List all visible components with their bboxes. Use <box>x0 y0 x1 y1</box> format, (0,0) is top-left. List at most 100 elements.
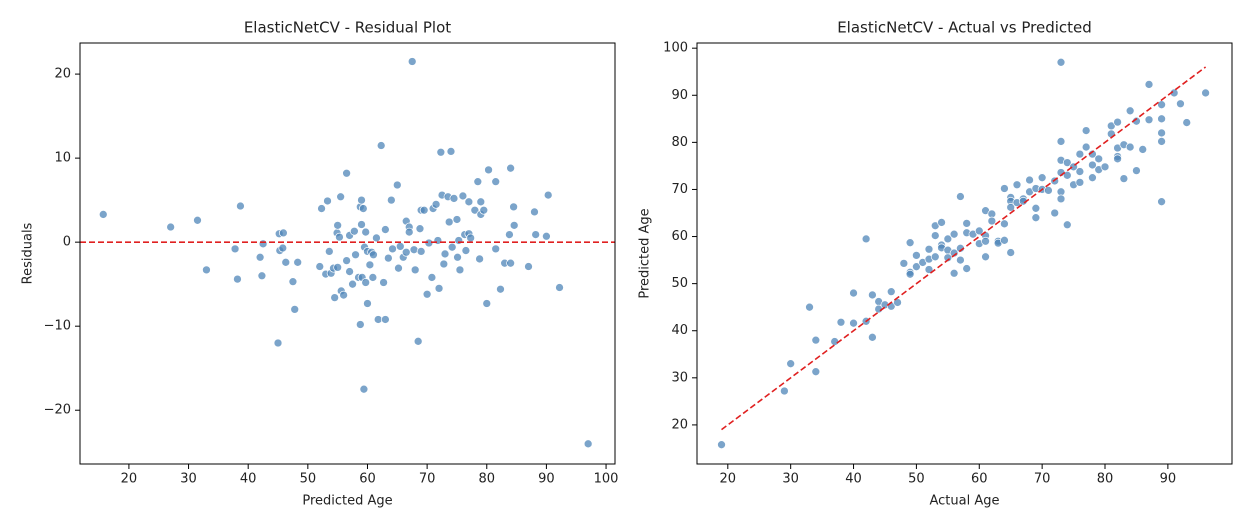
point <box>439 259 449 269</box>
point <box>361 278 371 287</box>
point <box>861 234 871 244</box>
point <box>388 244 397 254</box>
point <box>394 263 403 273</box>
point <box>956 243 965 253</box>
x-tick-label: 60 <box>359 472 376 487</box>
point <box>555 283 564 292</box>
point <box>273 338 283 348</box>
point <box>233 274 242 284</box>
point <box>333 263 343 272</box>
point <box>1081 126 1091 135</box>
point <box>98 210 108 219</box>
point <box>317 204 326 213</box>
axes-frame <box>696 42 1233 465</box>
point <box>1006 203 1016 212</box>
point <box>363 299 372 308</box>
point <box>453 252 462 262</box>
point <box>455 265 465 275</box>
point <box>1125 142 1135 152</box>
point <box>1037 173 1047 183</box>
point <box>1138 145 1148 154</box>
point <box>786 359 796 369</box>
point <box>381 315 390 324</box>
point <box>811 367 821 377</box>
point <box>905 238 915 248</box>
y-tick-label: −10 <box>44 319 71 334</box>
point <box>392 180 402 190</box>
point <box>342 168 351 178</box>
chart-title: ElasticNetCV - Residual Plot <box>244 19 451 37</box>
x-tick-label: 100 <box>594 472 619 487</box>
point <box>780 386 789 396</box>
point <box>509 202 518 212</box>
point <box>1056 57 1066 67</box>
point <box>1144 115 1154 125</box>
point <box>1062 170 1072 180</box>
x-tick-label: 50 <box>300 472 317 487</box>
chart-title: ElasticNetCV - Actual vs Predicted <box>837 19 1092 37</box>
y-tick-label: 0 <box>63 235 71 250</box>
point <box>454 236 464 245</box>
point <box>811 335 821 345</box>
point <box>1081 142 1091 152</box>
point <box>531 230 541 239</box>
point <box>202 265 211 275</box>
y-tick-label: 70 <box>671 182 688 197</box>
point <box>1157 128 1166 138</box>
point <box>505 230 514 239</box>
point <box>543 190 553 200</box>
point <box>912 262 921 272</box>
point <box>1201 88 1210 98</box>
point <box>1006 248 1016 257</box>
point <box>258 239 268 249</box>
reference-line <box>721 66 1207 431</box>
point <box>365 260 375 270</box>
y-tick-label: 20 <box>54 67 71 82</box>
point <box>1157 137 1166 146</box>
point <box>1050 208 1060 218</box>
point <box>433 236 443 245</box>
point <box>470 205 480 215</box>
point <box>1088 149 1097 159</box>
point <box>924 265 934 274</box>
point <box>956 255 965 265</box>
y-tick-label: −20 <box>44 403 71 418</box>
point <box>342 256 351 265</box>
point <box>415 224 425 234</box>
point <box>357 195 366 205</box>
point <box>1075 149 1085 159</box>
point <box>288 277 298 287</box>
point <box>452 215 462 224</box>
point <box>509 220 519 230</box>
point <box>905 269 915 279</box>
point <box>1113 154 1122 164</box>
point <box>475 254 484 264</box>
point <box>1062 220 1072 230</box>
x-tick-label: 80 <box>1097 472 1114 487</box>
point <box>436 147 446 157</box>
point <box>981 252 990 262</box>
point <box>1000 219 1009 229</box>
point <box>476 197 486 207</box>
point <box>361 227 371 237</box>
point <box>987 216 997 226</box>
y-tick-label: 60 <box>671 229 688 244</box>
point <box>717 440 726 450</box>
point <box>409 245 419 255</box>
point <box>836 317 846 327</box>
point <box>524 262 533 271</box>
point <box>333 220 343 230</box>
point <box>323 196 332 206</box>
point <box>962 264 972 273</box>
point <box>830 337 840 346</box>
point <box>1100 162 1110 172</box>
y-axis-label: Predicted Age <box>638 208 653 298</box>
point <box>424 238 434 248</box>
point <box>345 267 354 276</box>
point <box>1056 194 1066 204</box>
point <box>1031 203 1041 213</box>
point <box>805 302 814 312</box>
point <box>357 220 366 229</box>
y-tick-label: 90 <box>671 88 688 103</box>
x-tick-label: 20 <box>720 472 737 487</box>
